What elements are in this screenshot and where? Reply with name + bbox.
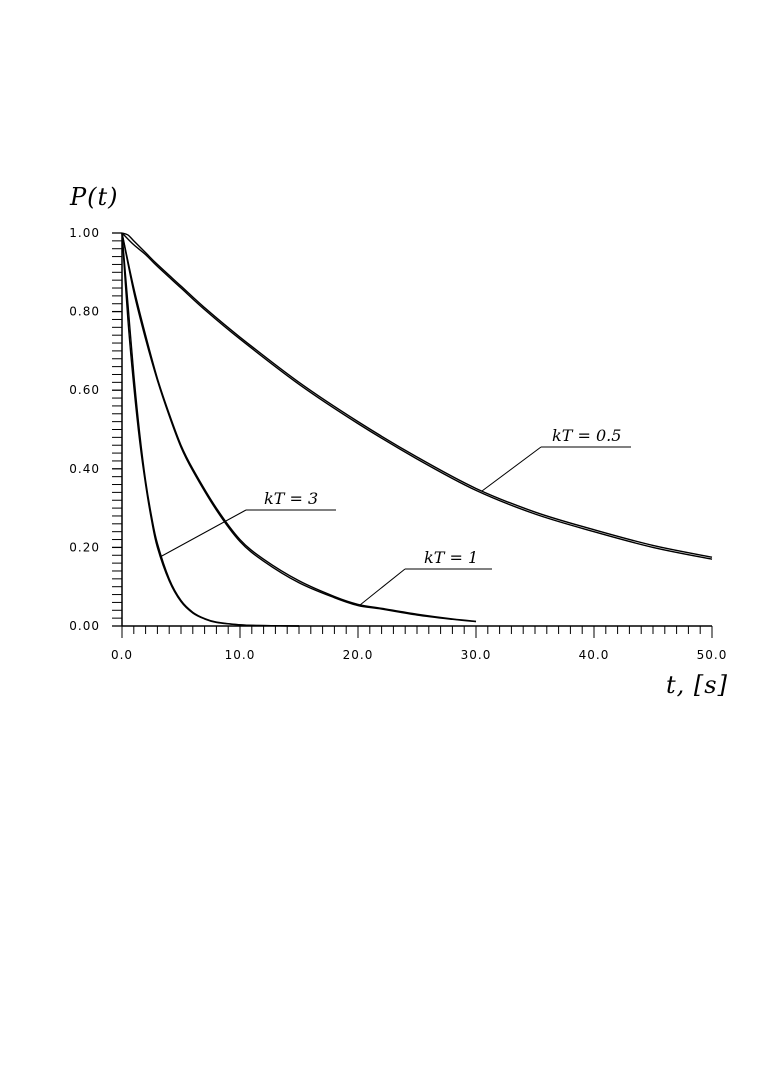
annotation-label-kt-3: kT = 3	[264, 489, 318, 508]
annotation-kt-3: kT = 3	[159, 489, 336, 558]
y-tick-label: 0.40	[69, 462, 100, 476]
x-tick-label: 10.0	[225, 648, 256, 662]
y-tick-label: 0.60	[69, 383, 100, 397]
annotation-label-kt-1: kT = 1	[424, 548, 478, 567]
x-tick-label: 30.0	[461, 648, 492, 662]
series-line-kt-0.5-4	[121, 232, 713, 558]
y-tick-label: 0.20	[69, 540, 100, 554]
series-line-kt-0.5-5	[121, 232, 713, 560]
series	[121, 232, 713, 627]
annotation-kt-0.5: kT = 0.5	[481, 426, 631, 492]
series-line-kt-3-1	[121, 232, 300, 627]
x-tick-label: 20.0	[343, 648, 374, 662]
annotation-label-kt-0.5: kT = 0.5	[552, 426, 621, 445]
annotations: kT = 3 kT = 1 kT = 0.5	[159, 426, 631, 606]
y-tick-label: 0.00	[69, 619, 100, 633]
annotation-leader-kt-3	[159, 509, 247, 558]
ticks: 0.0 10.0 20.0 30.0 40.0 50.0 0.00 0.20 0.40 0.60 0…	[69, 226, 728, 662]
y-tick-label: 0.80	[69, 305, 100, 319]
series-line-kt-1-3	[121, 232, 477, 623]
annotation-kt-1: kT = 1	[359, 548, 492, 606]
x-tick-label: 40.0	[579, 648, 610, 662]
x-tick-label: 50.0	[697, 648, 728, 662]
axes	[121, 233, 712, 627]
annotation-leader-kt-1	[359, 568, 406, 606]
x-axis-title: t, [s]	[666, 671, 728, 699]
x-tick-label: 0.0	[111, 648, 133, 662]
annotation-leader-kt-0.5	[481, 446, 542, 492]
y-axis-title: P(t)	[69, 183, 119, 211]
y-tick-label: 1.00	[69, 226, 100, 240]
series-line-kt-1-2	[121, 232, 477, 622]
